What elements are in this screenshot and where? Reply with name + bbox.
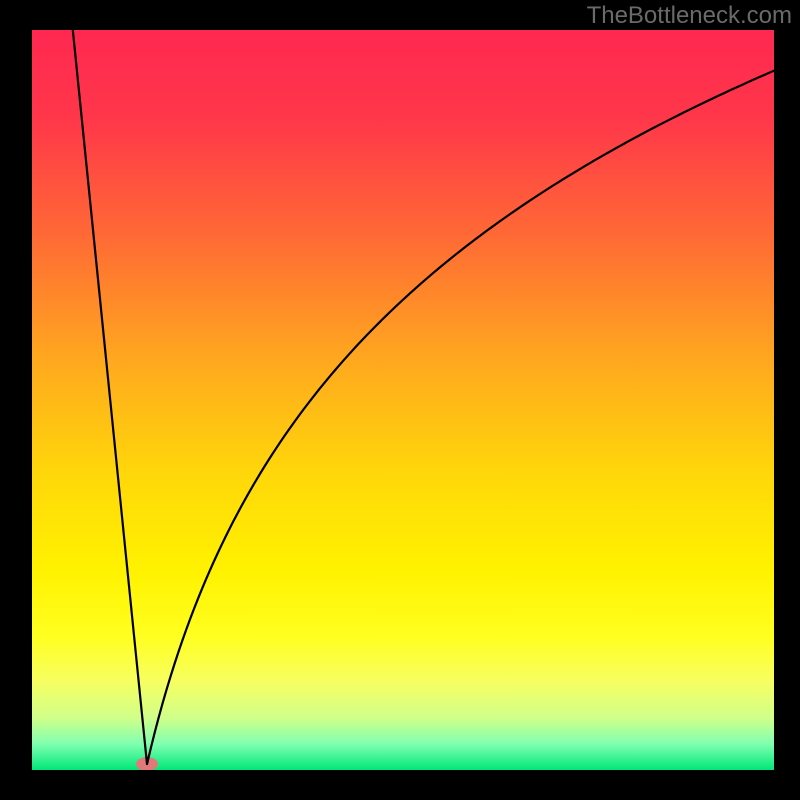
gradient-background <box>32 30 774 770</box>
watermark-text: TheBottleneck.com <box>587 2 792 30</box>
chart-frame: TheBottleneck.com <box>0 0 800 800</box>
bottleneck-curve-plot <box>32 30 774 770</box>
